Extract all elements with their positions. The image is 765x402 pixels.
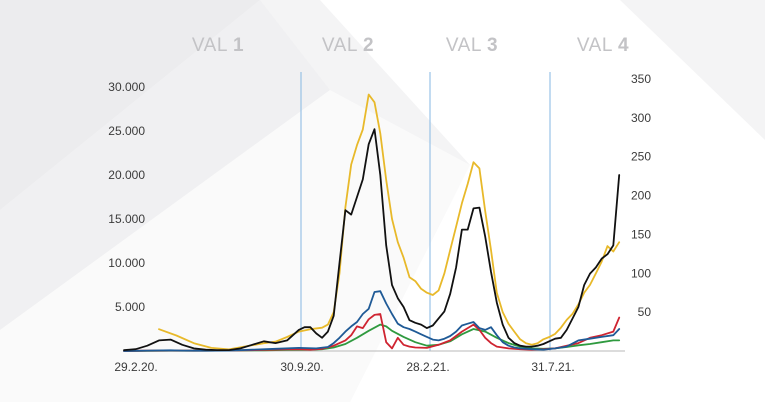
wave-label-number: 1: [233, 35, 244, 56]
y-left-tick-label: 30.000: [108, 80, 145, 94]
y-left-tick-label: 5.000: [115, 300, 145, 314]
wave-separators: [300, 72, 551, 351]
y-left-tick-label: 15.000: [108, 212, 145, 226]
y-right-tick-label: 200: [631, 189, 651, 203]
wave-label: VAL 4: [577, 35, 629, 56]
x-tick-label: 30.9.20.: [280, 360, 323, 374]
series-lines: [123, 93, 621, 352]
wave-label: VAL 1: [192, 35, 244, 56]
x-tick-label: 29.2.20.: [114, 360, 157, 374]
x-tick-label: 31.7.21.: [531, 360, 574, 374]
y-left-tick-label: 10.000: [108, 256, 145, 270]
wave-label-number: 3: [487, 35, 498, 56]
bg-shape-4: [0, 90, 470, 402]
wave-label-prefix: VAL: [322, 35, 363, 56]
y-left-tick-label: 20.000: [108, 168, 145, 182]
wave-label-prefix: VAL: [446, 35, 487, 56]
y-axis-right: 350 300 250 200 150 100 50: [631, 72, 651, 319]
wave-label-prefix: VAL: [577, 35, 618, 56]
y-right-tick-label: 350: [631, 72, 651, 86]
y-right-tick-label: 150: [631, 227, 651, 241]
y-right-tick-label: 300: [631, 111, 651, 125]
wave-label-prefix: VAL: [192, 35, 233, 56]
wave-label: VAL 3: [446, 35, 498, 56]
y-right-tick-label: 250: [631, 150, 651, 164]
x-tick-label: 28.2.21.: [406, 360, 449, 374]
y-right-tick-label: 100: [631, 266, 651, 280]
bg-shape-5: [350, 165, 765, 402]
wave-label-number: 4: [618, 35, 629, 56]
wave-labels: VAL 1 VAL 2 VAL 3 VAL 4: [192, 35, 629, 56]
wave-label-number: 2: [363, 35, 374, 56]
series-line: [123, 128, 621, 351]
series-line: [158, 93, 621, 351]
series-line: [123, 290, 621, 352]
y-right-tick-label: 50: [638, 305, 652, 319]
bg-shape-3: [0, 0, 330, 330]
y-axis-left: 30.000 25.000 20.000 15.000 10.000 5.000: [108, 80, 145, 314]
y-left-tick-label: 25.000: [108, 124, 145, 138]
wave-label: VAL 2: [322, 35, 374, 56]
